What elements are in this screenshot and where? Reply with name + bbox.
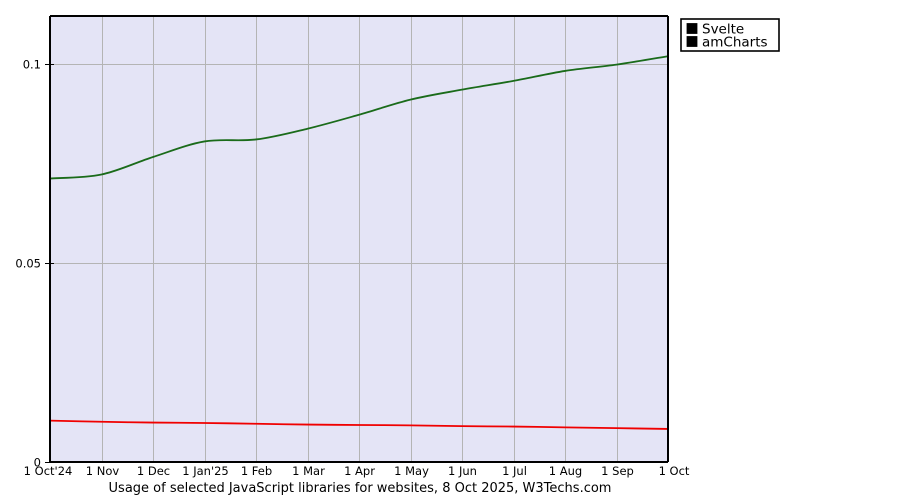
legend-swatch-svelte [686, 23, 698, 34]
series-line-amcharts [49, 419, 669, 430]
x-tick-label: 1 Mar [292, 464, 325, 478]
chart-caption: Usage of selected JavaScript libraries f… [109, 481, 612, 496]
x-tick-label: 1 Jun [448, 464, 477, 478]
x-tick-label: 1 Feb [241, 464, 272, 478]
series-line-svelte [49, 55, 669, 180]
x-tick-label: 1 Sep [601, 464, 634, 478]
legend-label-svelte: Svelte [702, 22, 744, 38]
x-tick-label: 1 May [394, 464, 429, 478]
y-axis-ticks: 0.1 0.05 0 [15, 58, 54, 470]
x-tick-label: 1 Dec [137, 464, 170, 478]
y-tick-label: 0 [34, 456, 41, 470]
legend-label-amcharts: amCharts [702, 35, 768, 51]
legend-swatch-amcharts [686, 36, 698, 47]
x-tick-label: 1 Oct [659, 464, 690, 478]
x-tick-label: 1 Nov [86, 464, 120, 478]
x-axis-ticks: 1 Oct'24 1 Nov 1 Dec 1 Jan'25 1 Feb 1 Mar 1 Ap… [24, 464, 690, 478]
series-lines [49, 55, 669, 430]
y-tick-label: 0.1 [23, 58, 41, 72]
y-tick-label: 0.05 [15, 257, 41, 271]
x-tick-label: 1 Jan'25 [182, 464, 229, 478]
chart-legend[interactable]: Svelte amCharts [680, 18, 780, 52]
x-tick-label: 1 Aug [549, 464, 582, 478]
x-tick-label: 1 Jul [502, 464, 527, 478]
axis-lines [49, 15, 669, 463]
x-tick-label: 1 Oct'24 [24, 464, 73, 478]
x-tick-label: 1 Apr [344, 464, 375, 478]
